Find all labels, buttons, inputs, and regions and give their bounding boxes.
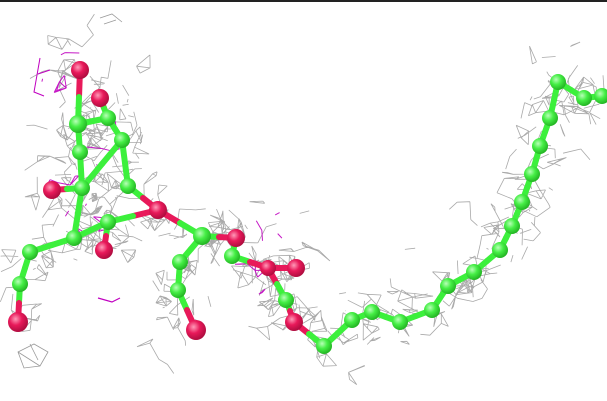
difference-mesh-fragment [97,297,121,303]
carbon-atom [466,264,482,280]
carbon-atom [532,138,548,154]
carbon-atom [172,254,188,270]
oxygen-atom [227,229,245,247]
mesh-fragment [99,13,123,25]
oxygen-atom [186,320,206,340]
oxygen-atom [91,89,109,107]
oxygen-atom [8,312,28,332]
carbon-atom [344,312,360,328]
carbon-atom [170,282,186,298]
carbon-atom [504,218,520,234]
carbon-atom [542,110,558,126]
carbon-atom [193,227,211,245]
carbon-atom [72,144,88,160]
carbon-atom [316,338,332,354]
oxygen-atom [287,259,305,277]
oxygen-atom [71,61,89,79]
carbon-atom [114,132,130,148]
carbon-atom [12,276,28,292]
carbon-atom [22,244,38,260]
oxygen-atom [95,241,113,259]
carbon-atom [224,248,240,264]
oxygen-atom [149,201,167,219]
atoms [8,61,607,354]
carbon-atom [440,278,456,294]
carbon-atom [594,88,607,104]
carbon-atom [492,242,508,258]
carbon-atom [424,302,440,318]
carbon-atom [66,230,82,246]
carbon-atom [74,180,90,196]
carbon-atom [550,74,566,90]
difference-mesh-fragment [33,57,51,97]
oxygen-atom [260,260,276,276]
carbon-atom [364,304,380,320]
oxygen-atom [285,313,303,331]
carbon-atom [100,110,116,126]
carbon-atom [120,178,136,194]
mesh-fragment [17,343,49,369]
carbon-atom [576,90,592,106]
carbon-atom [278,292,294,308]
carbon-atom [100,214,116,230]
oxygen-atom [43,181,61,199]
carbon-atom [524,166,540,182]
top-border [0,0,607,2]
carbon-atom [392,314,408,330]
carbon-atom [69,115,87,133]
carbon-atom [514,194,530,210]
